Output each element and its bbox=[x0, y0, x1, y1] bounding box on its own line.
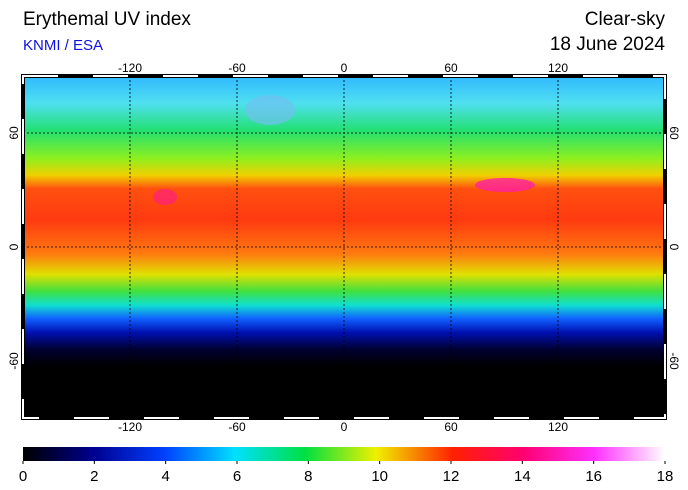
lon-label-bottom: 120 bbox=[548, 420, 568, 434]
source: KNMI / ESA bbox=[23, 37, 103, 54]
colorbar-label: 18 bbox=[657, 468, 674, 485]
map bbox=[23, 76, 665, 418]
lon-label-bottom: -60 bbox=[228, 420, 246, 434]
lon-label-top: 0 bbox=[341, 61, 348, 75]
colorbar-label: 6 bbox=[233, 468, 241, 485]
date: 18 June 2024 bbox=[550, 34, 666, 55]
lon-label-bottom: 0 bbox=[341, 420, 348, 434]
lon-label-bottom: -120 bbox=[118, 420, 142, 434]
lon-label-top: -120 bbox=[118, 61, 142, 75]
greenland bbox=[245, 95, 295, 125]
colorbar-label: 14 bbox=[514, 468, 531, 485]
colorbar-label: 8 bbox=[304, 468, 312, 485]
lat-label-right: -60 bbox=[667, 352, 681, 370]
lat-label-left: -60 bbox=[7, 352, 21, 370]
colorbar-label: 10 bbox=[371, 468, 388, 485]
lat-label-right: 0 bbox=[667, 244, 681, 251]
colorbar-label: 12 bbox=[443, 468, 460, 485]
map-frame bbox=[21, 74, 667, 420]
colorbar-label: 2 bbox=[90, 468, 98, 485]
uv-high-region bbox=[153, 189, 177, 205]
uv-high-region bbox=[475, 178, 535, 192]
lat-label-left: 60 bbox=[7, 126, 21, 140]
colorbar-label: 16 bbox=[585, 468, 602, 485]
lat-label-right: 60 bbox=[667, 126, 681, 140]
title: Erythemal UV index bbox=[23, 9, 191, 30]
colorbar-label: 0 bbox=[19, 468, 27, 485]
colorbar-label: 4 bbox=[161, 468, 169, 485]
lon-label-top: 60 bbox=[444, 61, 458, 75]
lat-label-left: 0 bbox=[7, 243, 21, 250]
lon-label-top: -60 bbox=[228, 61, 246, 75]
lon-label-bottom: 60 bbox=[444, 420, 458, 434]
condition: Clear-sky bbox=[585, 9, 666, 30]
colorbar bbox=[23, 447, 665, 461]
lon-label-top: 120 bbox=[548, 61, 568, 75]
